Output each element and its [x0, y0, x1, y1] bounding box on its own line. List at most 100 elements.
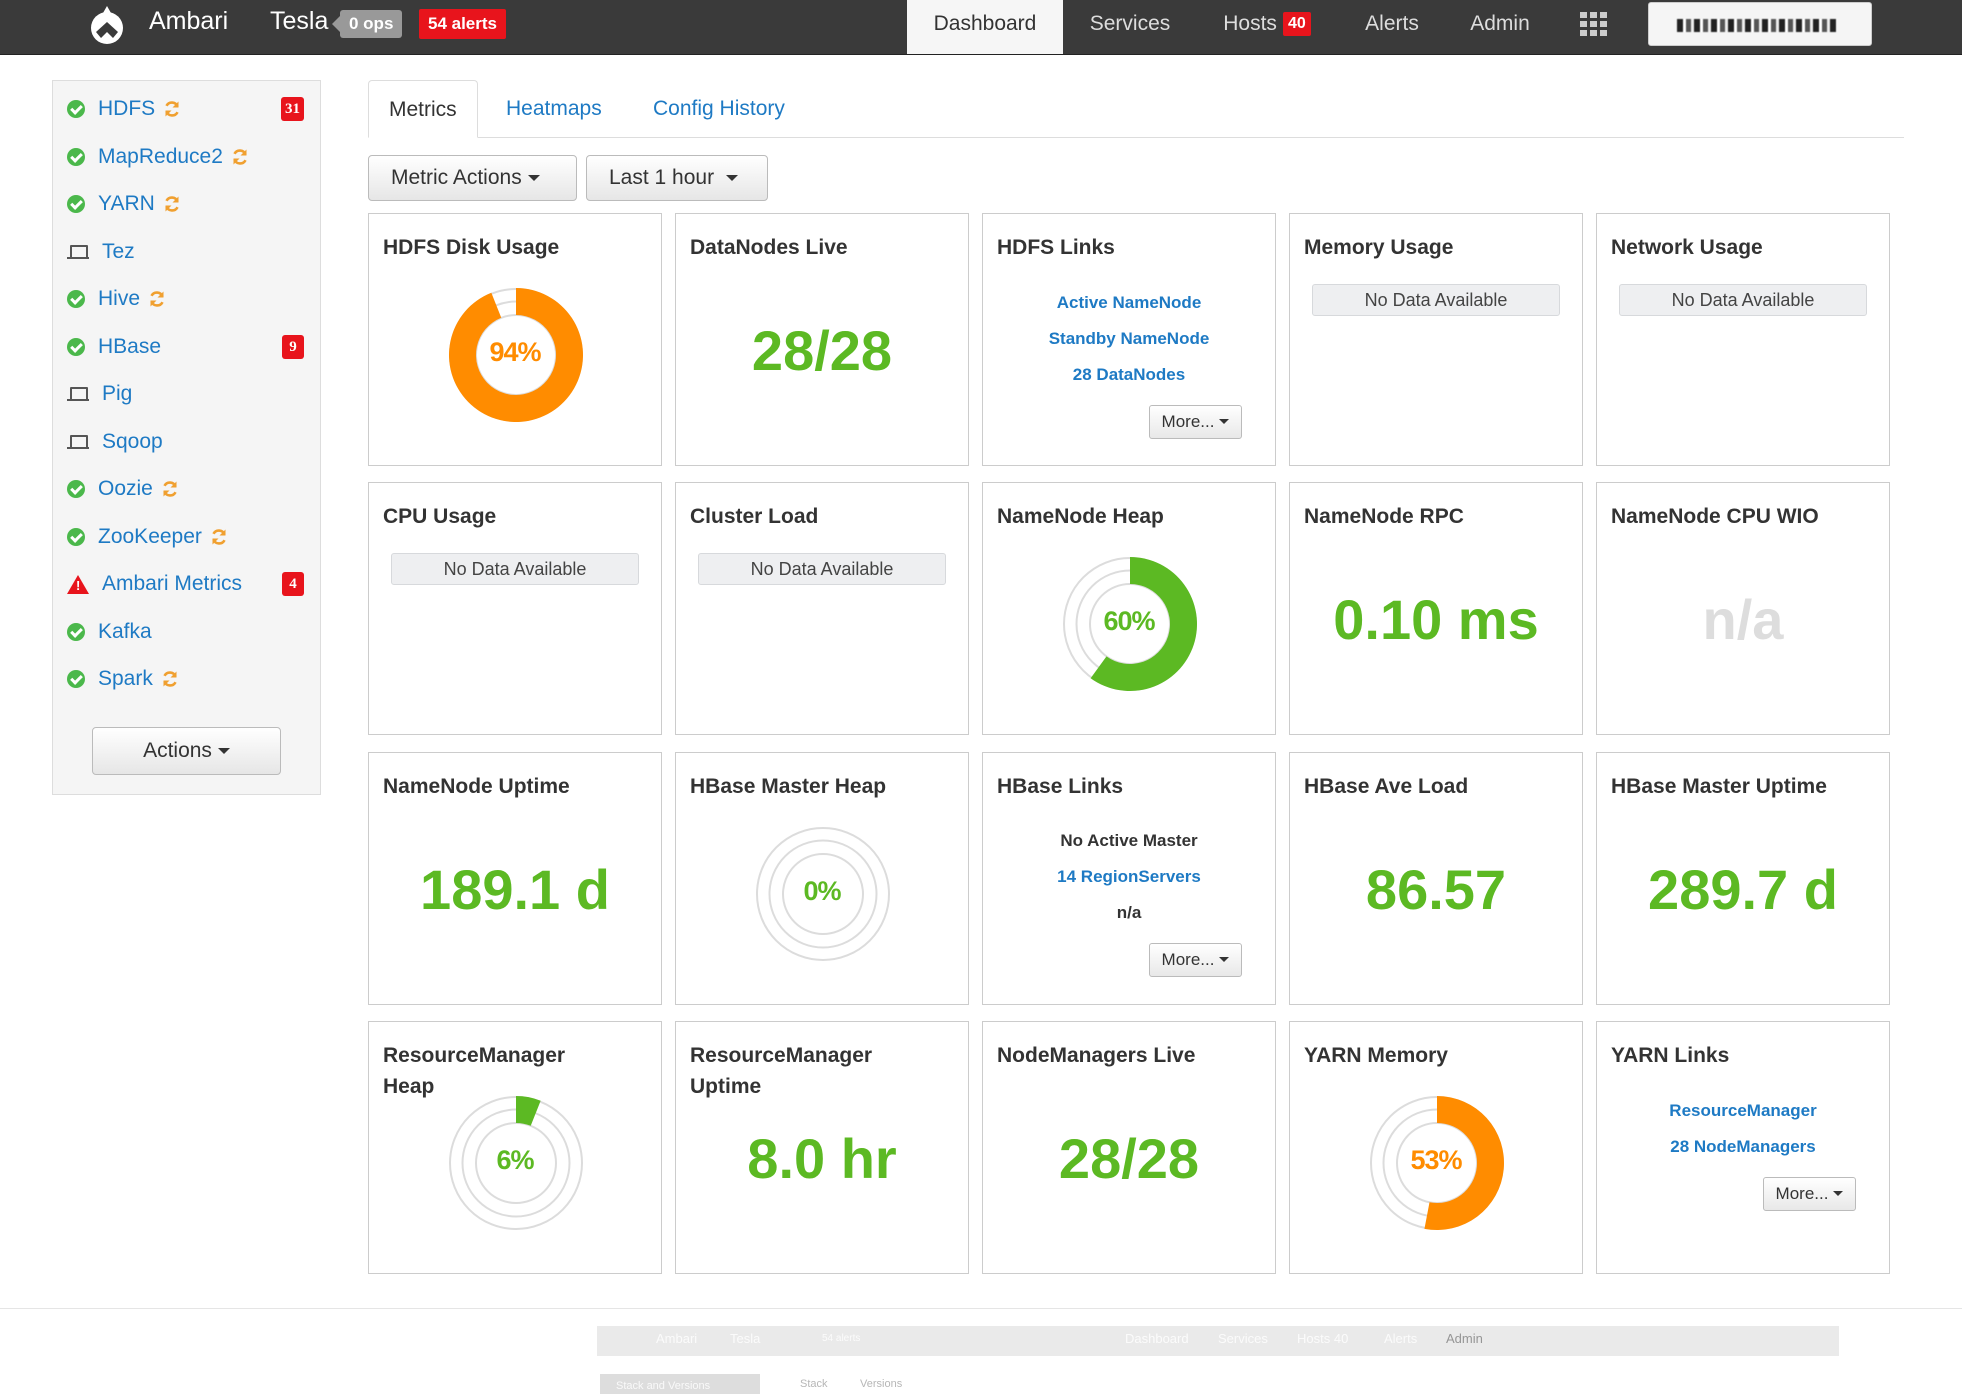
- ghost-navbar: [597, 1326, 1839, 1356]
- nav-tab-dashboard[interactable]: Dashboard: [907, 0, 1063, 54]
- service-name-link[interactable]: Tez: [102, 239, 135, 263]
- widget-namenode-rpc[interactable]: NameNode RPC 0.10 ms: [1289, 482, 1583, 735]
- regionservers-link[interactable]: 14 RegionServers: [1057, 867, 1201, 886]
- time-range-label: Last 1 hour: [609, 166, 715, 189]
- ghost-tab: Admin: [1446, 1331, 1483, 1346]
- widget-namenode-heap[interactable]: NameNode Heap 60%: [982, 482, 1276, 735]
- sidebar-service-tez[interactable]: Tez: [67, 237, 312, 267]
- service-name-link[interactable]: HBase: [98, 334, 162, 358]
- hdfs-disk-percent: 94%: [489, 337, 541, 367]
- widget-datanodes-live[interactable]: DataNodes Live 28/28: [675, 213, 969, 466]
- user-menu-button[interactable]: [1648, 2, 1872, 46]
- service-name-link[interactable]: Oozie: [98, 477, 153, 500]
- views-grid-icon[interactable]: [1580, 12, 1608, 36]
- widget-hbase-master-uptime[interactable]: HBase Master Uptime 289.7 d: [1596, 752, 1890, 1005]
- tab-config-history[interactable]: Config History: [653, 97, 785, 120]
- nav-tab-hosts[interactable]: Hosts 40: [1202, 0, 1332, 54]
- restart-required-icon[interactable]: [160, 479, 180, 499]
- namenode-heap-percent: 60%: [1103, 606, 1155, 636]
- widget-title: YARN Links: [1611, 1044, 1730, 1067]
- widget-cluster-load[interactable]: Cluster Load No Data Available: [675, 482, 969, 735]
- service-name-link[interactable]: Hive: [98, 287, 141, 310]
- nav-tab-admin[interactable]: Admin: [1450, 0, 1550, 54]
- tab-metrics[interactable]: Metrics: [368, 80, 478, 138]
- status-ok-icon: [67, 195, 85, 213]
- sidebar-service-oozie[interactable]: Oozie: [67, 474, 312, 504]
- service-name-link[interactable]: YARN: [98, 192, 155, 215]
- hdfs-more-button[interactable]: More...: [1149, 405, 1242, 439]
- widget-yarn-links: YARN Links ResourceManager 28 NodeManage…: [1596, 1021, 1890, 1274]
- standby-namenode-link[interactable]: Standby NameNode: [1048, 329, 1210, 348]
- widget-network-usage[interactable]: Network Usage No Data Available: [1596, 213, 1890, 466]
- alert-warning-icon: [67, 574, 89, 594]
- time-range-button[interactable]: Last 1 hour: [586, 155, 768, 201]
- sidebar-service-kafka[interactable]: Kafka: [67, 617, 312, 647]
- widget-title: HBase Master Uptime: [1611, 775, 1827, 798]
- service-name-link[interactable]: Spark: [98, 667, 153, 690]
- service-alert-count[interactable]: 9: [282, 334, 304, 359]
- sidebar-service-zookeeper[interactable]: ZooKeeper: [67, 522, 312, 552]
- top-navbar: Ambari Tesla 0 ops 54 alerts Dashboard S…: [0, 0, 1962, 55]
- brand-name[interactable]: Ambari: [149, 7, 229, 35]
- sidebar-service-spark[interactable]: Spark: [67, 664, 312, 694]
- service-name-link[interactable]: Ambari Metrics: [102, 572, 243, 595]
- service-name-link[interactable]: MapReduce2: [98, 144, 223, 168]
- widget-yarn-memory[interactable]: YARN Memory 53%: [1289, 1021, 1583, 1274]
- nodemanagers-link[interactable]: 28 NodeManagers: [1670, 1137, 1816, 1156]
- tab-heatmaps[interactable]: Heatmaps: [506, 97, 602, 120]
- nav-tab-services[interactable]: Services: [1063, 0, 1197, 54]
- restart-required-icon[interactable]: [147, 289, 167, 309]
- widget-hbase-ave-load[interactable]: HBase Ave Load 86.57: [1289, 752, 1583, 1005]
- nav-tab-alerts[interactable]: Alerts: [1344, 0, 1440, 54]
- widget-resourcemanager-heap[interactable]: ResourceManager Heap 6%: [368, 1021, 662, 1274]
- restart-required-icon[interactable]: [160, 669, 180, 689]
- caret-down-icon: [1219, 419, 1230, 424]
- hbase-more-button[interactable]: More...: [1149, 943, 1242, 977]
- sidebar-service-hbase[interactable]: HBase 9: [67, 332, 312, 362]
- hbase-master-uptime-value: 289.7 d: [1648, 858, 1838, 921]
- more-label: More...: [1775, 1184, 1829, 1203]
- widget-hbase-master-heap[interactable]: HBase Master Heap 0%: [675, 752, 969, 1005]
- widget-hdfs-disk-usage[interactable]: HDFS Disk Usage 94%: [368, 213, 662, 466]
- service-name-link[interactable]: ZooKeeper: [98, 524, 202, 548]
- cluster-name[interactable]: Tesla: [270, 7, 329, 35]
- service-name-link[interactable]: HDFS: [98, 97, 156, 120]
- restart-required-icon[interactable]: [162, 99, 182, 119]
- widget-namenode-uptime[interactable]: NameNode Uptime 189.1 d: [368, 752, 662, 1005]
- widget-nodemanagers-live[interactable]: NodeManagers Live 28/28: [982, 1021, 1276, 1274]
- ambari-logo-icon[interactable]: [82, 2, 132, 46]
- widget-title: NameNode RPC: [1304, 505, 1464, 528]
- alerts-badge[interactable]: 54 alerts: [419, 9, 506, 39]
- service-alert-count[interactable]: 4: [282, 572, 304, 596]
- widget-resourcemanager-uptime[interactable]: ResourceManager Uptime 8.0 hr: [675, 1021, 969, 1274]
- service-name-link[interactable]: Sqoop: [102, 429, 163, 453]
- service-name-link[interactable]: Pig: [102, 382, 133, 405]
- restart-required-icon[interactable]: [230, 147, 250, 167]
- restart-required-icon[interactable]: [162, 194, 182, 214]
- sidebar-service-mapreduce2[interactable]: MapReduce2: [67, 142, 312, 172]
- sidebar-service-hdfs[interactable]: HDFS 31: [67, 94, 312, 124]
- ghost-button-box: [600, 1374, 760, 1394]
- widget-title: HBase Links: [997, 775, 1124, 798]
- sidebar-service-pig[interactable]: Pig: [67, 379, 312, 409]
- namenode-rpc-value: 0.10 ms: [1333, 588, 1539, 651]
- active-namenode-link[interactable]: Active NameNode: [1056, 293, 1202, 312]
- service-actions-button[interactable]: Actions: [92, 727, 281, 775]
- widget-memory-usage[interactable]: Memory Usage No Data Available: [1289, 213, 1583, 466]
- ghost-cluster: Tesla: [730, 1331, 761, 1346]
- sidebar-service-ambari-metrics[interactable]: Ambari Metrics 4: [67, 569, 312, 599]
- restart-required-icon[interactable]: [209, 527, 229, 547]
- widget-namenode-cpu-wio[interactable]: NameNode CPU WIO n/a: [1596, 482, 1890, 735]
- status-ok-icon: [67, 480, 85, 498]
- ops-badge[interactable]: 0 ops: [331, 10, 403, 38]
- service-alert-count[interactable]: 31: [281, 97, 304, 121]
- metric-actions-button[interactable]: Metric Actions: [368, 155, 577, 201]
- sidebar-service-sqoop[interactable]: Sqoop: [67, 427, 312, 457]
- yarn-more-button[interactable]: More...: [1763, 1177, 1856, 1211]
- service-name-link[interactable]: Kafka: [98, 619, 152, 643]
- resourcemanager-link[interactable]: ResourceManager: [1669, 1101, 1817, 1120]
- datanodes-link[interactable]: 28 DataNodes: [1072, 365, 1186, 384]
- sidebar-service-yarn[interactable]: YARN: [67, 189, 312, 219]
- widget-cpu-usage[interactable]: CPU Usage No Data Available: [368, 482, 662, 735]
- sidebar-service-hive[interactable]: Hive: [67, 284, 312, 314]
